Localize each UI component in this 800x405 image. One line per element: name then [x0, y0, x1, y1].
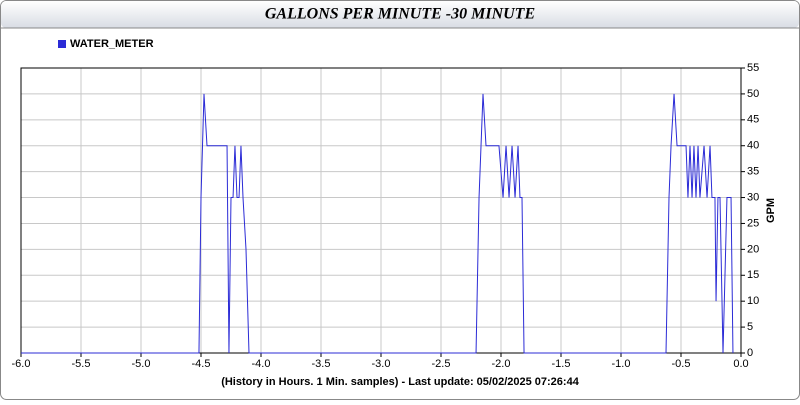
x-tick-label: -4.5 — [192, 358, 211, 370]
y-tick-label: 35 — [747, 166, 759, 178]
x-tick-label: -2.5 — [432, 358, 451, 370]
y-tick-label: 25 — [747, 217, 759, 229]
y-tick-label: 40 — [747, 140, 759, 152]
x-tick-label: -2.0 — [492, 358, 511, 370]
legend-swatch — [58, 40, 66, 48]
x-tick-label: -0.5 — [672, 358, 691, 370]
x-tick-label: -3.0 — [372, 358, 391, 370]
y-tick-label: 5 — [747, 321, 753, 333]
x-tick-label: -1.5 — [552, 358, 571, 370]
x-tick-label: -4.0 — [252, 358, 271, 370]
x-tick-label: 0.0 — [733, 358, 748, 370]
x-axis-label: (History in Hours. 1 Min. samples) - Las… — [221, 376, 580, 388]
data-line — [21, 93, 734, 354]
y-tick-label: 50 — [747, 88, 759, 100]
y-tick-label: 15 — [747, 269, 759, 281]
x-tick-label: -6.0 — [12, 358, 31, 370]
x-tick-label: -1.0 — [612, 358, 631, 370]
y-tick-label: 10 — [747, 295, 759, 307]
x-tick-label: -5.0 — [132, 358, 151, 370]
y-tick-label: 45 — [747, 114, 759, 126]
y-axis-label: GPM — [765, 198, 777, 223]
x-tick-label: -3.5 — [312, 358, 331, 370]
y-tick-label: 55 — [747, 62, 759, 74]
y-tick-label: 20 — [747, 243, 759, 255]
chart-title: GALLONS PER MINUTE -30 MINUTE — [265, 6, 535, 23]
y-tick-label: 0 — [747, 347, 753, 359]
x-tick-label: -5.5 — [72, 358, 91, 370]
title-bar — [1, 1, 799, 28]
legend-label: WATER_METER — [70, 38, 154, 50]
y-tick-label: 30 — [747, 191, 759, 203]
